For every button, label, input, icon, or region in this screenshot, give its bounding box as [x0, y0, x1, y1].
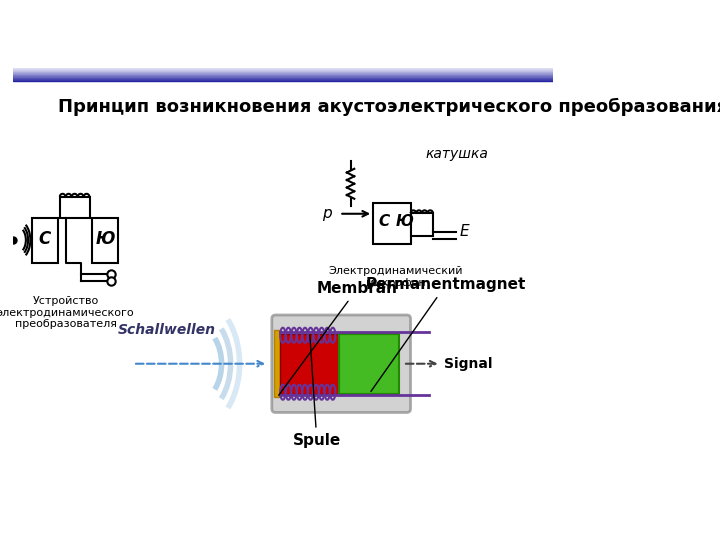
Text: С: С [38, 230, 50, 247]
Text: Spule: Spule [292, 335, 341, 448]
Text: Signal: Signal [444, 357, 492, 371]
Text: Permanentmagnet: Permanentmagnet [366, 278, 526, 392]
Bar [13, 79, 553, 80]
Text: Электродинамический
микрофон: Электродинамический микрофон [328, 266, 463, 288]
Bar [13, 68, 553, 69]
Bar [339, 334, 400, 394]
Text: Устройство
электродинамического
преобразователя: Устройство электродинамического преобраз… [0, 296, 135, 329]
Bar [13, 69, 553, 70]
Text: Membran: Membran [279, 281, 397, 395]
Bar [13, 78, 553, 79]
Bar [13, 80, 553, 81]
Bar [373, 202, 410, 244]
Bar [13, 70, 553, 71]
Bar [13, 76, 553, 77]
FancyBboxPatch shape [272, 315, 410, 413]
Bar [13, 71, 553, 72]
Text: Schallwellen: Schallwellen [118, 323, 216, 338]
Bar [13, 75, 553, 76]
Bar [13, 72, 553, 73]
Bar [410, 213, 433, 235]
Text: катушка: катушка [426, 147, 488, 161]
Text: Ю: Ю [96, 230, 115, 247]
Text: Ю: Ю [395, 214, 413, 229]
Bar [60, 197, 89, 218]
Bar [280, 334, 339, 394]
Text: Принцип возникновения акустоэлектрического преобразования.: Принцип возникновения акустоэлектрическо… [58, 98, 720, 116]
Text: С: С [379, 214, 390, 229]
Text: Е: Е [459, 224, 469, 239]
Bar [13, 77, 553, 78]
Bar [13, 73, 553, 75]
Bar [274, 330, 280, 397]
Bar [92, 218, 118, 262]
Text: р: р [322, 206, 332, 221]
Bar [32, 218, 58, 262]
